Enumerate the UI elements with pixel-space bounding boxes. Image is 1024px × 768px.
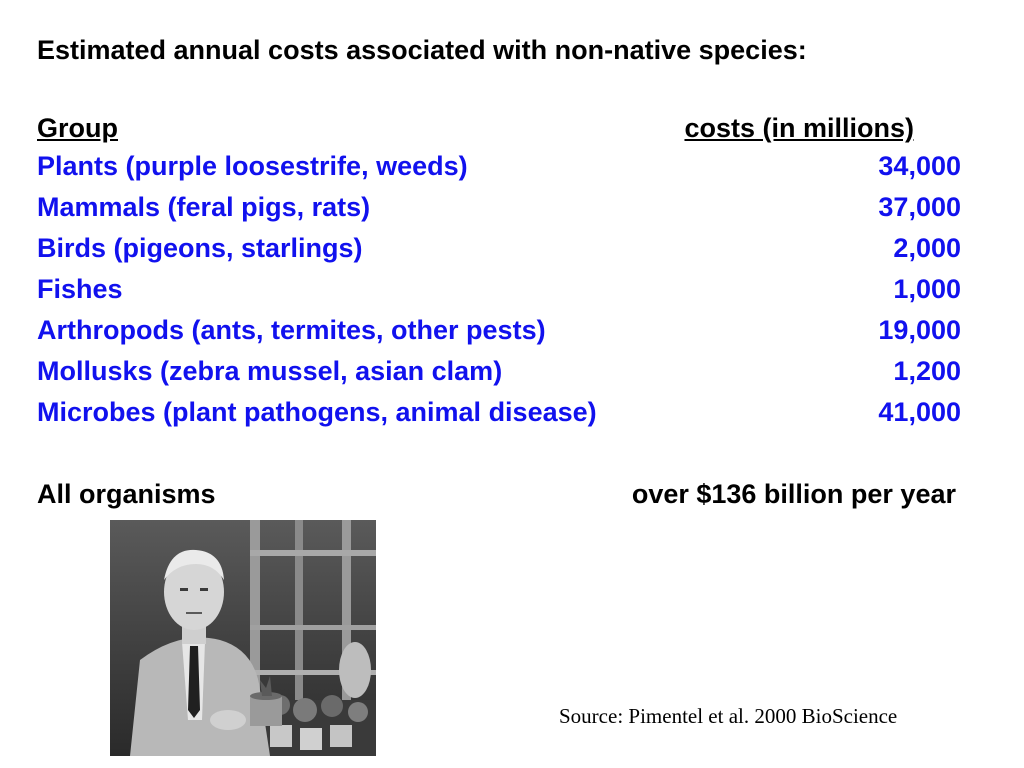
row-cost: 41,000 xyxy=(878,397,961,427)
slide-title: Estimated annual costs associated with n… xyxy=(37,35,807,65)
table-row: Birds (pigeons, starlings) 2,000 xyxy=(37,228,961,269)
source-citation: Source: Pimentel et al. 2000 BioScience xyxy=(559,704,898,728)
table-row: Microbes (plant pathogens, animal diseas… xyxy=(37,392,961,433)
photo-illustration xyxy=(110,520,376,756)
table-row: Fishes 1,000 xyxy=(37,269,961,310)
total-value: over $136 billion per year xyxy=(631,479,956,509)
row-cost: 2,000 xyxy=(893,233,961,263)
row-cost: 19,000 xyxy=(878,315,961,345)
cost-table: Plants (purple loosestrife, weeds) 34,00… xyxy=(37,146,961,433)
table-row: Mollusks (zebra mussel, asian clam) 1,20… xyxy=(37,351,961,392)
researcher-photo xyxy=(110,520,376,756)
table-row: Arthropods (ants, termites, other pests)… xyxy=(37,310,961,351)
column-header-group: Group xyxy=(37,113,118,143)
table-row: Mammals (feral pigs, rats) 37,000 xyxy=(37,187,961,228)
column-header-costs: costs (in millions) xyxy=(684,113,914,143)
row-cost: 1,000 xyxy=(893,274,961,304)
row-group: Mammals (feral pigs, rats) xyxy=(37,192,371,222)
row-group: Birds (pigeons, starlings) xyxy=(37,233,363,263)
row-group: Fishes xyxy=(37,274,123,304)
row-group: Arthropods (ants, termites, other pests) xyxy=(37,315,546,345)
row-group: Plants (purple loosestrife, weeds) xyxy=(37,151,468,181)
total-label: All organisms xyxy=(37,479,216,509)
table-row: Plants (purple loosestrife, weeds) 34,00… xyxy=(37,146,961,187)
row-group: Mollusks (zebra mussel, asian clam) xyxy=(37,356,503,386)
row-group: Microbes (plant pathogens, animal diseas… xyxy=(37,397,597,427)
row-cost: 37,000 xyxy=(878,192,961,222)
row-cost: 1,200 xyxy=(893,356,961,386)
row-cost: 34,000 xyxy=(878,151,961,181)
